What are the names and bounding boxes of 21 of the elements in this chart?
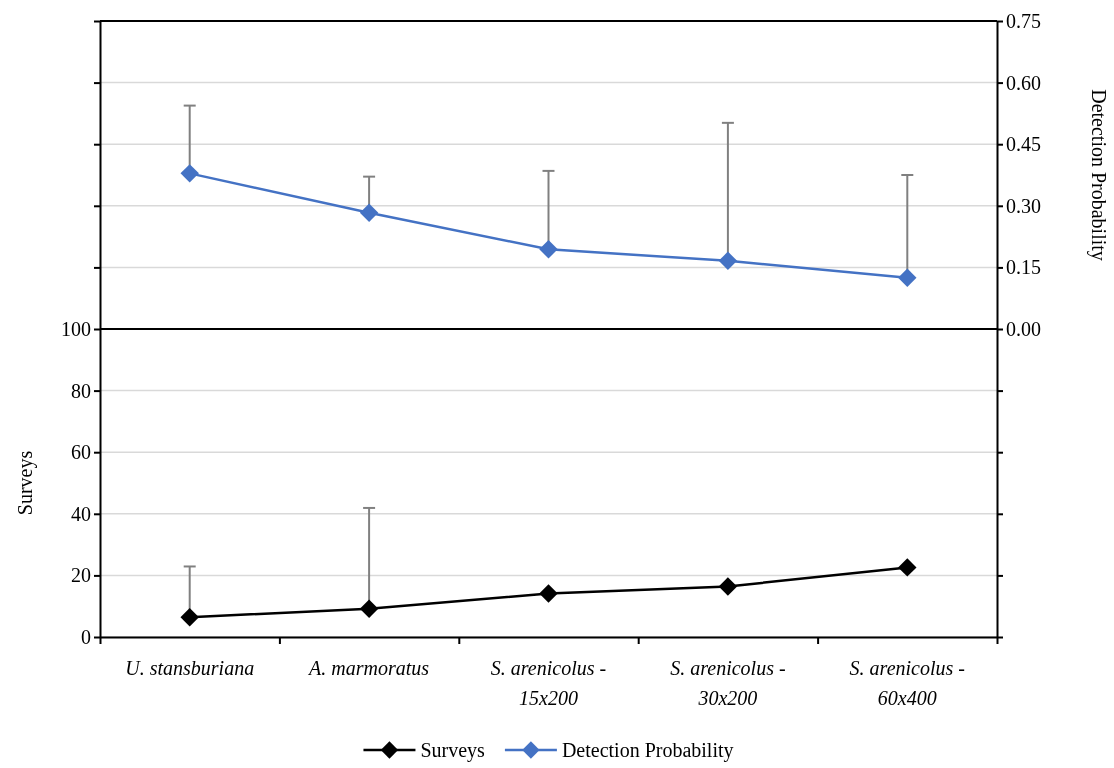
y2-tick-label: 0.45 bbox=[1006, 133, 1041, 156]
y-tick-label: 80 bbox=[71, 379, 91, 402]
legend-label: Surveys bbox=[420, 739, 486, 762]
y-tick-label: 100 bbox=[61, 317, 91, 340]
x-tick-label: S. arenicolus - 30x200 bbox=[670, 657, 786, 709]
y2-axis-title: Detection Probability bbox=[1087, 89, 1110, 261]
y-tick-label: 0 bbox=[81, 625, 91, 648]
legend-label: Detection Probability bbox=[561, 739, 734, 762]
y-axis-title: Surveys bbox=[14, 450, 37, 516]
x-tick-label: A. marmoratus bbox=[307, 657, 430, 679]
x-tick-label: S. arenicolus - 60x400 bbox=[849, 657, 965, 709]
y-tick-label: 20 bbox=[71, 564, 91, 587]
x-tick-label: S. arenicolus - 15x200 bbox=[490, 657, 607, 709]
y2-tick-label: 0.15 bbox=[1006, 256, 1041, 279]
y-tick-label: 40 bbox=[71, 502, 91, 525]
x-tick-label: U. stansburiana bbox=[125, 657, 255, 679]
y2-tick-label: 0.75 bbox=[1006, 9, 1041, 32]
y2-tick-label: 0.30 bbox=[1006, 194, 1041, 217]
y2-tick-label: 0.00 bbox=[1006, 317, 1041, 340]
y2-tick-label: 0.60 bbox=[1006, 71, 1041, 94]
y-tick-label: 60 bbox=[71, 441, 91, 464]
